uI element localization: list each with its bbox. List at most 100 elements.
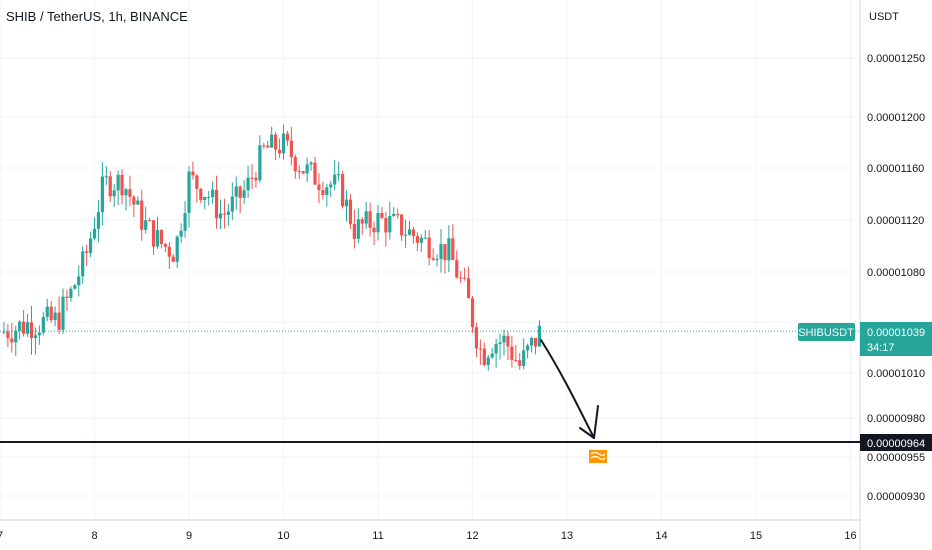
candle-body — [529, 337, 534, 346]
current-price-tag[interactable] — [860, 322, 932, 356]
candle — [81, 246, 85, 284]
candle — [470, 296, 475, 333]
candle-body — [250, 177, 254, 179]
candle-body — [372, 227, 376, 233]
flag-icon[interactable] — [589, 450, 607, 463]
candle-body — [222, 213, 227, 215]
time-axis[interactable]: 7 8 9 10 11 12 13 14 15 16 — [0, 519, 860, 542]
candle-body — [510, 346, 514, 360]
candle — [128, 175, 132, 207]
candle — [321, 181, 325, 200]
candle — [510, 335, 514, 368]
candle — [18, 320, 22, 340]
time-axis-label: 9 — [186, 530, 192, 542]
symbol-tag[interactable] — [798, 323, 855, 341]
candle-body — [403, 234, 408, 236]
candle-body — [45, 306, 49, 317]
candle-body — [226, 211, 230, 215]
candle-body — [498, 342, 502, 345]
candle-body — [340, 174, 345, 207]
candle-body — [96, 212, 101, 229]
drawn-arrow-head[interactable] — [579, 405, 599, 439]
horizontal-level-tag[interactable] — [860, 434, 932, 451]
candle — [96, 200, 101, 243]
flag-icon-stripe — [590, 451, 606, 461]
candle-body — [10, 338, 14, 343]
candle — [439, 229, 443, 273]
candle-body — [207, 196, 211, 198]
candle — [297, 164, 301, 180]
candle — [384, 212, 388, 247]
candle — [274, 131, 278, 160]
candle — [340, 170, 345, 209]
candle-body — [423, 237, 427, 239]
candle-body — [140, 200, 144, 230]
candle — [431, 248, 435, 262]
candle-body — [344, 199, 349, 207]
candle — [388, 201, 392, 240]
candle-body — [120, 174, 124, 196]
candle-body — [187, 171, 191, 214]
countdown-label: 34:17 — [867, 342, 895, 354]
candle-body — [258, 145, 262, 181]
candle — [25, 313, 30, 337]
price-axis-label: 0.00001160 — [867, 163, 924, 175]
candle-body — [443, 244, 447, 261]
candle — [14, 325, 18, 356]
candle — [451, 224, 455, 261]
candle-body — [293, 156, 297, 172]
candle-body — [112, 190, 116, 197]
time-axis-label: 7 — [0, 530, 3, 542]
candle — [77, 265, 81, 297]
candle-body — [136, 200, 140, 205]
candle — [22, 309, 26, 337]
candle — [29, 306, 34, 355]
candle-body — [144, 220, 148, 230]
candle-body — [81, 251, 85, 277]
price-axis-label: 0.00001080 — [867, 267, 925, 279]
candle-body — [494, 344, 498, 354]
candle-body — [270, 134, 274, 148]
candle — [533, 337, 538, 355]
candle-body — [486, 357, 490, 366]
candle-body — [266, 145, 270, 148]
candle-body — [490, 353, 494, 358]
candle-body — [447, 238, 451, 261]
candle-body — [435, 259, 439, 261]
candle — [183, 201, 187, 238]
candle — [301, 170, 305, 175]
candle-body — [329, 184, 333, 188]
candle-body — [407, 229, 412, 235]
candle-body — [175, 236, 179, 262]
drawn-arrow-line[interactable] — [540, 339, 595, 439]
candle — [49, 300, 53, 323]
candle — [494, 338, 498, 368]
candle-body — [77, 276, 81, 286]
candle-body — [313, 162, 317, 185]
time-axis-label: 10 — [277, 530, 289, 542]
candle — [293, 154, 297, 179]
price-axis-label: 0.00001010 — [867, 368, 925, 380]
candle — [368, 202, 372, 237]
candle-body — [6, 331, 10, 339]
candle — [57, 296, 61, 334]
candle-body — [53, 312, 57, 321]
candle — [333, 159, 337, 191]
candle — [2, 321, 6, 335]
candle — [502, 329, 506, 356]
candle-body — [352, 223, 356, 239]
candle-body — [242, 190, 246, 198]
candle-body — [22, 321, 26, 334]
candle-body — [321, 190, 325, 196]
candle — [61, 288, 65, 334]
candle — [187, 166, 191, 228]
symbol-tag-label: SHIBUSDT — [798, 327, 854, 339]
candle-body — [522, 350, 526, 366]
candle — [207, 191, 211, 206]
price-axis[interactable]: USDT 0.00001250 0.00001200 0.00001160 0.0000… — [798, 0, 932, 550]
candle — [526, 343, 530, 359]
candle-body — [203, 197, 207, 201]
candle — [88, 231, 93, 257]
